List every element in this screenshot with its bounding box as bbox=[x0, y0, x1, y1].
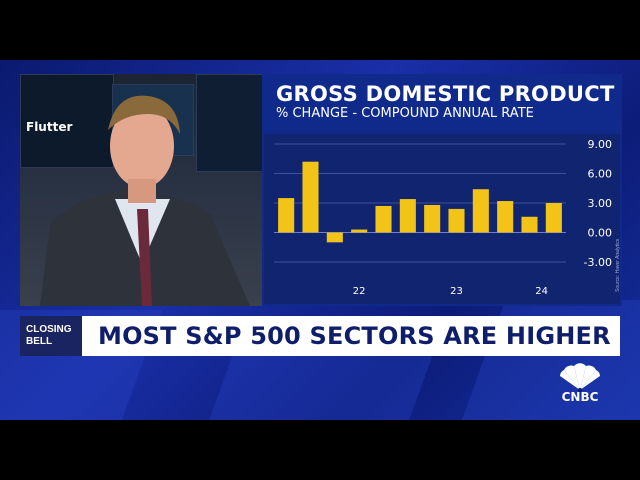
logo-text: CNBC bbox=[561, 390, 599, 404]
bar bbox=[278, 198, 295, 233]
y-tick-label: 9.00 bbox=[588, 138, 613, 151]
y-tick-label: 0.00 bbox=[588, 227, 613, 240]
bar bbox=[472, 189, 489, 233]
bar bbox=[399, 199, 416, 233]
source-note: Source: Haver Analytics bbox=[615, 238, 621, 292]
peacock-icon bbox=[560, 363, 600, 392]
y-tick-label: 6.00 bbox=[588, 168, 613, 181]
show-tag-text: CLOSING BELL bbox=[26, 324, 72, 347]
bar bbox=[448, 208, 465, 233]
show-tag: CLOSING BELL bbox=[20, 316, 82, 356]
x-tick-label: 22 bbox=[353, 286, 366, 297]
chart-svg: 9.00 6.00 3.00 0.00 -3.00 22 23 24 bbox=[274, 138, 613, 297]
bar bbox=[326, 232, 343, 243]
video-feed: Flutter bbox=[20, 74, 262, 306]
y-tick-label: -3.00 bbox=[584, 256, 612, 269]
gdp-chart: GROSS DOMESTIC PRODUCT % CHANGE - COMPOU… bbox=[262, 74, 622, 306]
bar bbox=[521, 216, 538, 233]
headline-bar: MOST S&P 500 SECTORS ARE HIGHER bbox=[82, 316, 620, 356]
bar bbox=[351, 229, 368, 233]
flutter-screen-text: Flutter bbox=[26, 120, 73, 134]
headline: MOST S&P 500 SECTORS ARE HIGHER bbox=[98, 322, 611, 350]
chart-subtitle: % CHANGE - COMPOUND ANNUAL RATE bbox=[276, 106, 534, 121]
plot-area: 9.00 6.00 3.00 0.00 -3.00 22 23 24 bbox=[264, 134, 620, 304]
y-tick-label: 3.00 bbox=[588, 197, 613, 210]
bar bbox=[375, 205, 392, 233]
anchor-silhouette bbox=[40, 95, 250, 306]
bar bbox=[424, 204, 441, 233]
studio-monitor bbox=[20, 74, 114, 168]
x-tick-label: 24 bbox=[535, 286, 548, 297]
lower-third: CLOSING BELL MOST S&P 500 SECTORS ARE HI… bbox=[20, 316, 620, 356]
cnbc-logo: CNBC bbox=[554, 362, 606, 406]
broadcast-screen: Flutter GROSS DOMESTIC PRODUCT % CHANGE … bbox=[0, 60, 640, 420]
bar bbox=[302, 161, 319, 233]
bar bbox=[497, 201, 514, 233]
studio-monitor bbox=[196, 74, 262, 172]
chart-title: GROSS DOMESTIC PRODUCT bbox=[276, 82, 615, 106]
bar bbox=[545, 203, 562, 233]
x-tick-label: 23 bbox=[450, 286, 463, 297]
